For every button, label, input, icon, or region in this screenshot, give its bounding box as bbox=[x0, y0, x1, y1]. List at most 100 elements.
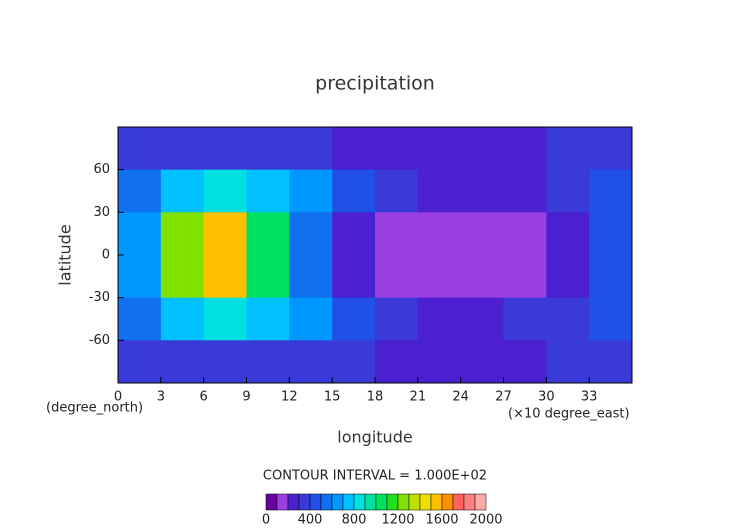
colorbar-swatch bbox=[320, 493, 333, 511]
x-tick-label: 6 bbox=[200, 390, 208, 405]
x-tick-label: 15 bbox=[324, 390, 341, 405]
heat-cell bbox=[289, 212, 333, 256]
colorbar-swatch bbox=[441, 493, 454, 511]
heat-cell bbox=[118, 297, 162, 341]
heat-cell bbox=[160, 340, 205, 384]
x-tick-label: 3 bbox=[157, 390, 165, 405]
heat-cell bbox=[460, 297, 504, 341]
colorbar-tick-label: 1600 bbox=[425, 513, 458, 528]
heat-cell bbox=[546, 169, 590, 213]
heat-cell bbox=[246, 127, 290, 171]
heat-cell bbox=[375, 169, 419, 213]
heat-cell bbox=[203, 297, 247, 341]
heat-cell bbox=[460, 340, 504, 384]
heat-cell bbox=[246, 340, 290, 384]
heat-cell bbox=[160, 212, 205, 256]
heat-cell bbox=[160, 169, 205, 213]
heat-cell bbox=[160, 255, 205, 299]
y-tick-label: 60 bbox=[93, 162, 110, 177]
heat-cell bbox=[246, 255, 290, 299]
heat-cell bbox=[289, 297, 333, 341]
heat-cell bbox=[460, 255, 504, 299]
y-tick-label: 30 bbox=[93, 205, 110, 220]
colorbar-tick-label: 0 bbox=[262, 513, 270, 528]
colorbar-swatch bbox=[331, 493, 344, 511]
heat-cell bbox=[160, 127, 205, 171]
heat-cell bbox=[460, 212, 504, 256]
heat-cell bbox=[203, 255, 247, 299]
heat-cell bbox=[118, 212, 162, 256]
x-tick-label: 18 bbox=[367, 390, 384, 405]
x-unit-note: (×10 degree_east) bbox=[508, 407, 630, 422]
colorbar-swatch bbox=[265, 493, 278, 511]
colorbar-swatch bbox=[386, 493, 399, 511]
heat-cell bbox=[460, 169, 504, 213]
heat-cell bbox=[118, 340, 162, 384]
heat-cell bbox=[203, 127, 247, 171]
colorbar-swatch bbox=[397, 493, 410, 511]
heat-cell bbox=[417, 340, 462, 384]
colorbar-swatch bbox=[342, 493, 355, 511]
colorbar-swatch bbox=[474, 493, 487, 511]
heat-cell bbox=[203, 212, 247, 256]
chart-title: precipitation bbox=[315, 73, 435, 95]
colorbar-swatch bbox=[276, 493, 289, 511]
heat-cell bbox=[332, 212, 376, 256]
heat-cell bbox=[160, 297, 205, 341]
heat-cell bbox=[546, 255, 590, 299]
y-axis-label: latitude bbox=[56, 224, 75, 285]
heat-cell bbox=[503, 127, 547, 171]
heat-cell bbox=[375, 212, 419, 256]
heat-cell bbox=[118, 127, 162, 171]
colorbar-swatch bbox=[287, 493, 300, 511]
colorbar-swatch bbox=[375, 493, 388, 511]
colorbar-swatch bbox=[309, 493, 322, 511]
heat-cell bbox=[332, 127, 376, 171]
y-tick-label: -60 bbox=[89, 333, 110, 348]
heat-cell bbox=[332, 297, 376, 341]
heat-cell bbox=[203, 340, 247, 384]
x-tick-label: 24 bbox=[452, 390, 469, 405]
y-tick-label: 0 bbox=[102, 248, 110, 263]
colorbar-swatch bbox=[364, 493, 377, 511]
x-tick-label: 21 bbox=[410, 390, 427, 405]
heat-cell bbox=[417, 127, 462, 171]
colorbar-tick-label: 1200 bbox=[381, 513, 414, 528]
heat-cell bbox=[589, 340, 633, 384]
colorbar-swatch bbox=[408, 493, 421, 511]
x-tick-label: 33 bbox=[581, 390, 598, 405]
heat-cell bbox=[589, 255, 633, 299]
heat-cell bbox=[246, 297, 290, 341]
heat-cell bbox=[503, 297, 547, 341]
heat-cell bbox=[375, 127, 419, 171]
colorbar-tick-label: 400 bbox=[298, 513, 323, 528]
heat-cell bbox=[503, 212, 547, 256]
heat-cell bbox=[332, 169, 376, 213]
x-tick-label: 0 bbox=[114, 390, 122, 405]
heat-cell bbox=[375, 340, 419, 384]
x-axis-label: longitude bbox=[337, 428, 412, 447]
heat-cell bbox=[246, 212, 290, 256]
heat-cell bbox=[289, 169, 333, 213]
x-tick-label: 30 bbox=[538, 390, 555, 405]
heat-cell bbox=[546, 212, 590, 256]
colorbar-tick-label: 2000 bbox=[469, 513, 502, 528]
heat-cell bbox=[546, 297, 590, 341]
x-unit-note: (degree_north) bbox=[46, 401, 143, 416]
heat-cell bbox=[246, 169, 290, 213]
heat-cell bbox=[417, 255, 462, 299]
heat-cell bbox=[417, 169, 462, 213]
colorbar-tick-label: 800 bbox=[342, 513, 367, 528]
y-tick-label: -30 bbox=[89, 290, 110, 305]
colorbar-swatch bbox=[419, 493, 432, 511]
heat-cell bbox=[460, 127, 504, 171]
heat-cell bbox=[589, 127, 633, 171]
colorbar-swatch bbox=[463, 493, 476, 511]
colorbar-title: CONTOUR INTERVAL = 1.000E+02 bbox=[263, 469, 487, 484]
heat-cell bbox=[589, 169, 633, 213]
x-tick-label: 12 bbox=[281, 390, 298, 405]
heat-cell bbox=[203, 169, 247, 213]
heat-cell bbox=[503, 340, 547, 384]
heat-cell bbox=[503, 255, 547, 299]
